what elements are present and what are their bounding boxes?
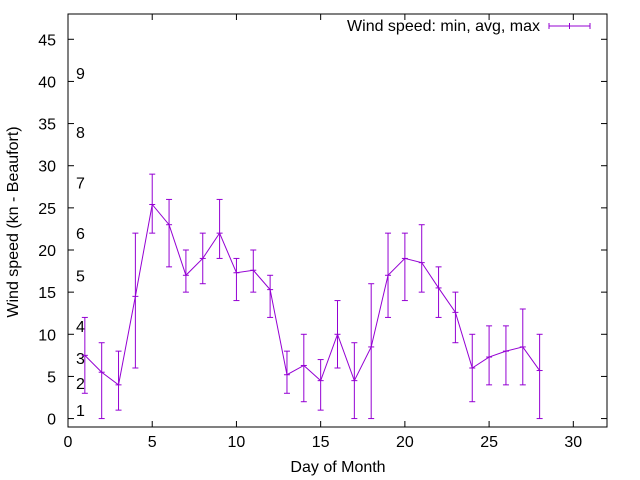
data-point (283, 350, 290, 394)
data-point (233, 257, 240, 302)
x-tick-label: 25 (480, 434, 498, 451)
y-tick-label: 30 (38, 159, 56, 176)
x-tick-label: 20 (396, 434, 414, 451)
data-point (502, 325, 509, 386)
y-tick-label: 25 (38, 201, 56, 218)
data-point (149, 173, 156, 234)
data-point (536, 333, 543, 420)
data-point (385, 232, 392, 318)
data-point (250, 249, 257, 293)
data-point (216, 198, 223, 259)
beaufort-label: 3 (76, 351, 85, 368)
x-tick-label: 30 (564, 434, 582, 451)
data-point (334, 300, 341, 369)
data-point (166, 198, 173, 268)
x-tick-label: 15 (312, 434, 330, 451)
y-tick-label: 35 (38, 117, 56, 134)
y-tick-label: 5 (47, 369, 56, 386)
beaufort-label: 8 (76, 125, 85, 142)
data-point (115, 350, 122, 411)
y-tick-label: 10 (38, 327, 56, 344)
data-point (199, 232, 206, 285)
data-point (435, 266, 442, 318)
beaufort-label: 5 (76, 268, 85, 285)
x-tick-label: 10 (228, 434, 246, 451)
y-axis-label: Wind speed (kn - Beaufort) (5, 126, 22, 317)
x-tick-label: 0 (64, 434, 73, 451)
data-point (182, 249, 189, 293)
data-point (81, 316, 88, 394)
series-line (84, 203, 541, 386)
beaufort-labels: 1 2 3 4 5 6 7 8 9 (76, 66, 85, 420)
data-point (98, 342, 105, 420)
data-point (300, 333, 307, 403)
beaufort-label: 6 (76, 226, 85, 243)
beaufort-label: 4 (76, 319, 85, 336)
x-axis-label: Day of Month (290, 459, 385, 476)
x-tick-label: 5 (148, 434, 157, 451)
data-point (267, 274, 274, 318)
beaufort-label: 7 (76, 176, 85, 193)
data-point (452, 291, 459, 344)
y-tick-label: 45 (38, 32, 56, 49)
legend: Wind speed: min, avg, max (347, 18, 591, 35)
y-tick-label: 40 (38, 74, 56, 91)
data-point (401, 232, 408, 302)
y-tick-label: 20 (38, 243, 56, 260)
beaufort-label: 9 (76, 66, 85, 83)
data-point (351, 342, 358, 420)
legend-label: Wind speed: min, avg, max (347, 18, 540, 35)
data-point (317, 359, 324, 411)
y-tick-label: 15 (38, 285, 56, 302)
plot-border (67, 13, 608, 428)
data-point (519, 308, 526, 386)
data-point (368, 283, 375, 420)
plot-area (81, 173, 543, 420)
beaufort-label: 1 (76, 403, 85, 420)
y-tick-label: 0 (47, 412, 56, 429)
data-point (469, 333, 476, 403)
beaufort-label: 2 (76, 376, 85, 393)
data-point (132, 232, 139, 369)
data-point (418, 224, 425, 293)
data-point (486, 325, 493, 386)
